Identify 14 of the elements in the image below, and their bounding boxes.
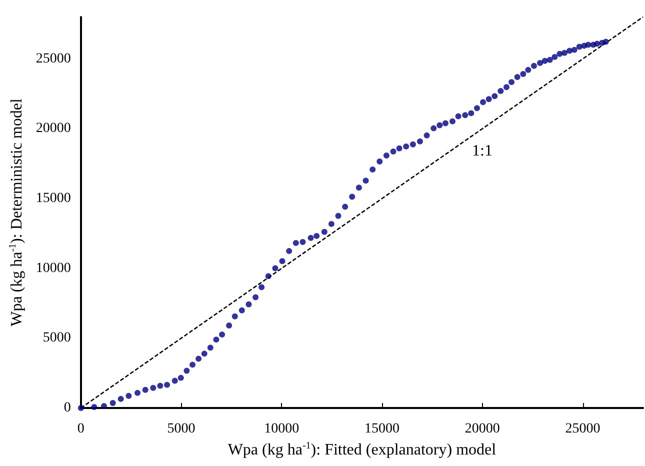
y-tick-label: 5000	[42, 330, 71, 346]
x-tick-label: 5000	[167, 422, 196, 436]
x-tick-label: 15000	[364, 422, 400, 436]
y-tick-label: 15000	[36, 191, 71, 206]
y-tick-label: 0	[64, 400, 71, 416]
x-tick-label: 10000	[264, 422, 300, 436]
y-tick-label: 25000	[36, 51, 71, 66]
y-tick-label: 10000	[36, 260, 71, 276]
y-tick-label: 20000	[36, 121, 71, 136]
x-tick-label: 0	[77, 422, 84, 436]
x-tick-label: 25000	[565, 422, 600, 436]
annotation: 1:1	[472, 142, 492, 160]
y-axis-title: Wpa (kg ha-1): Deterministic model	[8, 98, 26, 326]
x-tick-label: 20000	[464, 422, 500, 436]
